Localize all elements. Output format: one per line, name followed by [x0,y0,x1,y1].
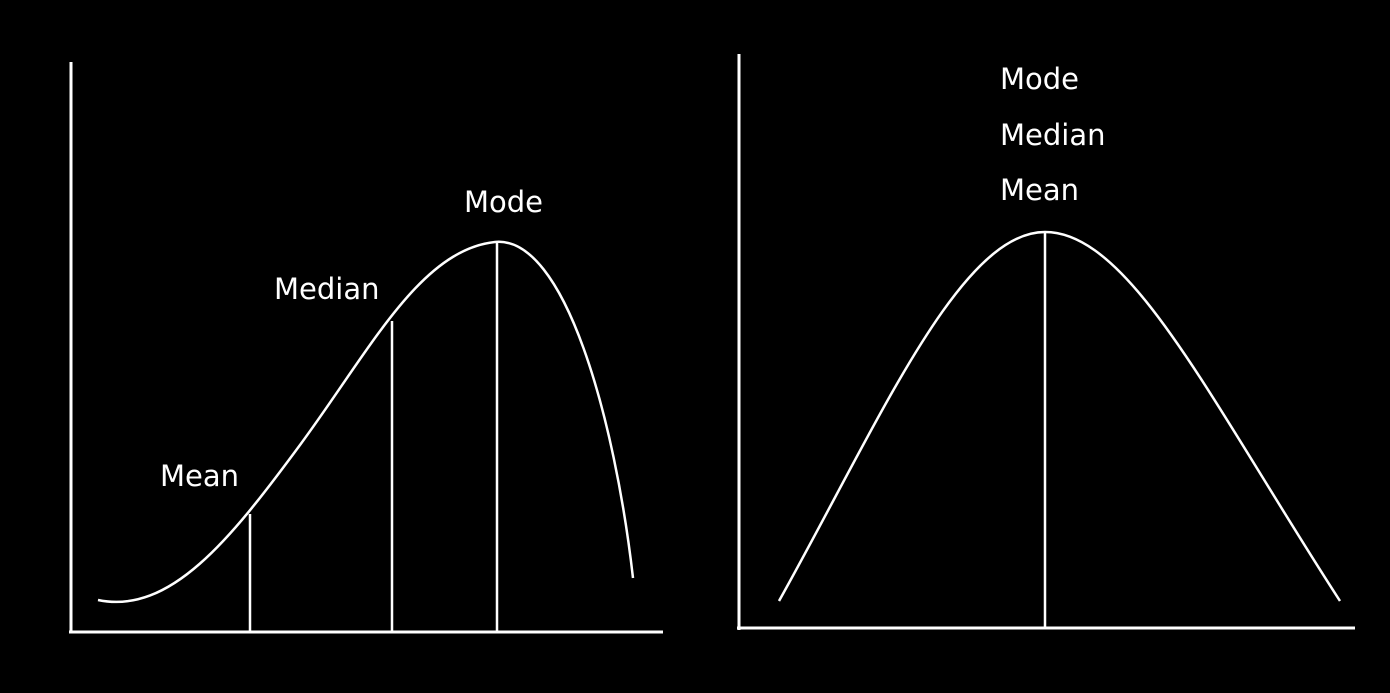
symmetric-diagram: Mode Median Mean [737,54,1355,630]
symmetric-curve [777,230,1342,602]
skewed-mean-label: Mean [160,459,239,493]
skewed-curve [97,240,635,603]
symmetric-median-label: Median [1000,118,1105,152]
symmetric-mean-label: Mean [1000,173,1079,207]
skewed-median-label: Median [274,272,379,306]
skewed-mode-label: Mode [464,185,543,219]
symmetric-mode-label: Mode [1000,62,1079,96]
skewed-diagram: Mean Median Mode [69,62,663,634]
